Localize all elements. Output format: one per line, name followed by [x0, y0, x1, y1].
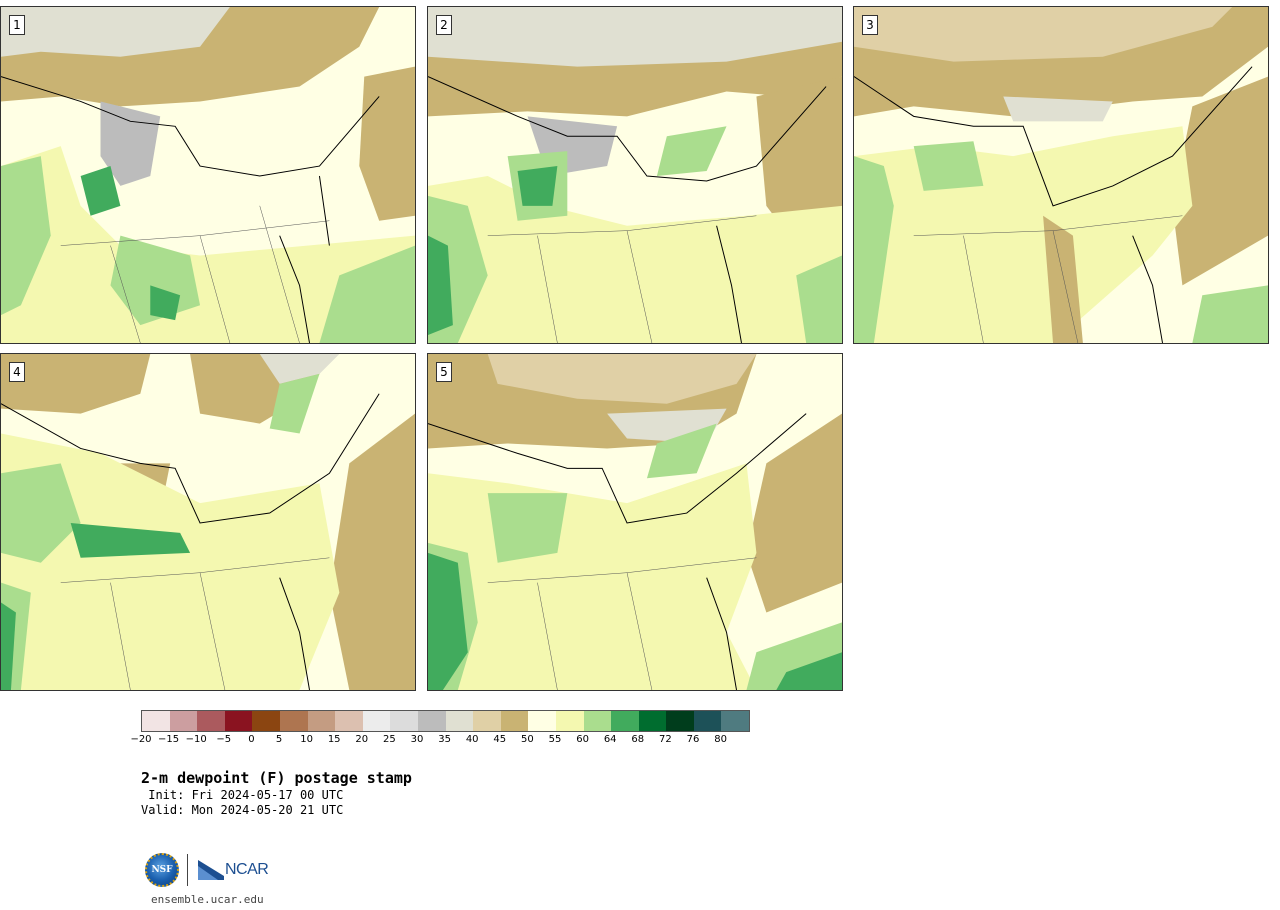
panel-label: 1 — [9, 15, 25, 35]
colorbar-tick-label: 30 — [410, 734, 424, 745]
colorbar-tick-label: 50 — [521, 734, 534, 745]
valid-time: Valid: Mon 2024-05-20 21 UTC — [141, 803, 344, 817]
colorbar-tick-label: −10 — [185, 734, 207, 745]
colorbar-tick-label: 80 — [714, 734, 727, 745]
colorbar-tick-label: 25 — [383, 734, 396, 745]
dewpoint-map-5 — [428, 354, 842, 690]
colorbar-tick-label: −15 — [158, 734, 180, 745]
colorbar-tick-label: 5 — [275, 734, 283, 745]
colorbar-cell — [638, 711, 667, 731]
colorbar-tick-label: 76 — [686, 734, 700, 745]
dewpoint-map-2 — [428, 7, 842, 343]
logo-row: NSF NCAR — [145, 852, 269, 888]
colorbar-cell — [721, 711, 750, 731]
colorbar-cell — [666, 711, 694, 731]
colorbar-cell — [252, 711, 280, 731]
colorbar-cell — [224, 711, 253, 731]
member-panel-3: 3 — [853, 6, 1269, 344]
colorbar-cell — [500, 711, 529, 731]
colorbar-cell — [445, 711, 474, 731]
colorbar-cell — [197, 711, 225, 731]
colorbar-tick-label: −20 — [130, 734, 152, 745]
colorbar-tick-label: 35 — [438, 734, 451, 745]
colorbar-cell — [611, 711, 639, 731]
colorbar-cell — [555, 711, 584, 731]
colorbar-cell — [528, 711, 556, 731]
nsf-logo: NSF — [145, 853, 179, 887]
nsf-logo-text: NSF — [151, 865, 173, 875]
colorbar-cell — [417, 711, 446, 731]
colorbar-tick-label: −5 — [216, 734, 232, 745]
colorbar-tick-labels: −20 −15 −10 −5 0 5 10 15 20 25 30 35 40 45 50 55 60 64 68 7… — [130, 734, 761, 748]
colorbar-cell — [335, 711, 363, 731]
colorbar-cell — [169, 711, 198, 731]
member-panel-2: 2 — [427, 6, 843, 344]
colorbar-cell — [693, 711, 722, 731]
dewpoint-colorbar — [141, 710, 751, 732]
colorbar-tick-label: 68 — [631, 734, 645, 745]
member-panel-5: 5 — [427, 353, 843, 691]
panel-label: 3 — [862, 15, 878, 35]
panel-label: 4 — [9, 362, 25, 382]
colorbar-cell — [142, 711, 170, 731]
colorbar-cell — [390, 711, 418, 731]
colorbar-tick-label: 55 — [548, 734, 562, 745]
colorbar-cell — [473, 711, 501, 731]
ncar-logo: NCAR — [198, 860, 269, 880]
colorbar-cell — [362, 711, 391, 731]
dewpoint-map-4 — [1, 354, 415, 690]
ncar-logo-text: NCAR — [225, 861, 269, 878]
colorbar-tick-label: 0 — [248, 734, 255, 745]
colorbar-tick-label: 60 — [576, 734, 589, 745]
colorbar-tick-label: 72 — [659, 734, 672, 745]
colorbar-tick-label: 45 — [493, 734, 507, 745]
dewpoint-map-3 — [854, 7, 1268, 343]
colorbar-tick-label: 15 — [327, 734, 341, 745]
logo-divider — [187, 854, 188, 886]
colorbar-tick-label: 20 — [355, 734, 369, 745]
product-title: 2-m dewpoint (F) postage stamp — [141, 769, 412, 787]
ncar-mark-icon — [198, 860, 224, 880]
panel-label: 5 — [436, 362, 452, 382]
colorbar-tick-label: 40 — [465, 734, 479, 745]
colorbar-tick-label: 64 — [603, 734, 617, 745]
dewpoint-map-1 — [1, 7, 415, 343]
site-url: ensemble.ucar.edu — [151, 893, 264, 906]
colorbar-cell — [307, 711, 336, 731]
colorbar-tick-label: 10 — [300, 734, 313, 745]
colorbar-cell — [583, 711, 612, 731]
panel-label: 2 — [436, 15, 452, 35]
init-time: Init: Fri 2024-05-17 00 UTC — [141, 788, 344, 802]
member-panel-4: 4 — [0, 353, 416, 691]
colorbar-cell — [279, 711, 308, 731]
member-panel-1: 1 — [0, 6, 416, 344]
